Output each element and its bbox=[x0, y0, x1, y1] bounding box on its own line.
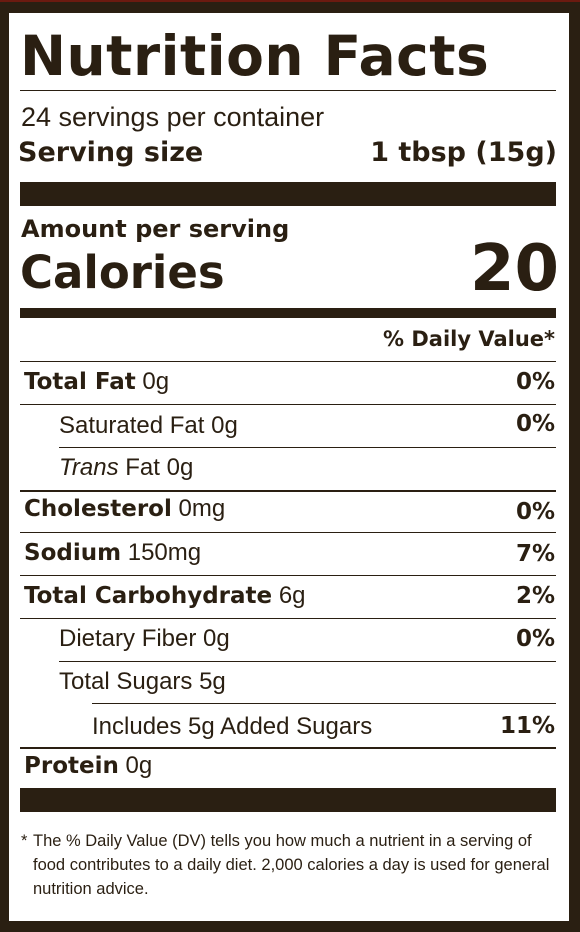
row-divider bbox=[20, 575, 556, 576]
dv-divider bbox=[20, 361, 556, 362]
row-divider bbox=[59, 661, 556, 662]
nutrient-name: Total Carbohydrate bbox=[24, 583, 273, 609]
daily-value-header: % Daily Value* bbox=[383, 327, 555, 351]
row-divider bbox=[20, 490, 556, 492]
nutrient-total-fat: Total Fat 0g bbox=[24, 367, 169, 397]
dv-dietary-fiber: 0% bbox=[515, 626, 555, 652]
protein-bar bbox=[20, 788, 556, 812]
nutrient-name: Sodium bbox=[24, 540, 122, 566]
nutrient-name: Total Fat bbox=[24, 369, 136, 395]
calories-value: 20 bbox=[469, 232, 559, 306]
nutrient-amount: 0g bbox=[166, 454, 194, 481]
serving-bar bbox=[20, 182, 556, 206]
label-title: Nutrition Facts bbox=[20, 24, 490, 88]
nutrient-protein: Protein 0g bbox=[24, 751, 152, 781]
nutrient-name: Saturated Fat bbox=[59, 412, 205, 439]
nutrient-name: Dietary Fiber bbox=[59, 625, 197, 652]
title-divider bbox=[20, 90, 556, 91]
calories-bar bbox=[20, 308, 556, 318]
nutrient-added-sugars: Includes 5g Added Sugars bbox=[92, 712, 372, 742]
dv-added-sugars: 11% bbox=[499, 713, 555, 739]
nutrient-amount: 5g bbox=[199, 668, 226, 695]
nutrient-name: Total Sugars bbox=[59, 668, 193, 695]
calories-label: Calories bbox=[20, 246, 225, 299]
dv-total-carbohydrate: 2% bbox=[515, 583, 555, 609]
row-divider bbox=[59, 447, 556, 448]
nutrient-sodium: Sodium 150mg bbox=[24, 538, 201, 568]
nutrient-total-carbohydrate: Total Carbohydrate 6g bbox=[24, 581, 306, 611]
nutrient-trans-fat: Trans Fat 0g bbox=[59, 453, 193, 483]
dv-saturated-fat: 0% bbox=[515, 411, 555, 437]
nutrient-saturated-fat: Saturated Fat 0g bbox=[59, 411, 238, 441]
nutrient-cholesterol: Cholesterol 0mg bbox=[24, 494, 225, 524]
servings-per-container: 24 servings per container bbox=[21, 102, 325, 132]
row-divider bbox=[20, 747, 556, 749]
nutrient-amount: 0g bbox=[125, 752, 153, 779]
nutrient-name: Includes 5g Added Sugars bbox=[92, 713, 373, 740]
nutrient-name: Trans bbox=[59, 454, 119, 481]
row-divider bbox=[20, 532, 556, 533]
nutrient-amount: 150mg bbox=[127, 539, 202, 566]
nutrient-name: Protein bbox=[24, 753, 119, 779]
footnote-text: The % Daily Value (DV) tells you how muc… bbox=[33, 832, 550, 898]
nutrient-name: Cholesterol bbox=[24, 496, 172, 522]
serving-size-value: 1 tbsp (15g) bbox=[370, 137, 557, 168]
nutrient-amount: 0g bbox=[142, 368, 170, 395]
serving-size-label: Serving size bbox=[18, 137, 204, 168]
dv-cholesterol: 0% bbox=[515, 499, 555, 525]
dv-total-fat: 0% bbox=[515, 369, 555, 395]
nutrient-amount: 0g bbox=[203, 625, 230, 652]
footnote: * The % Daily Value (DV) tells you how m… bbox=[21, 829, 561, 901]
amount-per-serving: Amount per serving bbox=[21, 215, 290, 243]
nutrient-amount: 0g bbox=[211, 412, 238, 439]
nutrient-total-sugars: Total Sugars 5g bbox=[59, 667, 226, 697]
nutrient-dietary-fiber: Dietary Fiber 0g bbox=[59, 624, 230, 654]
nutrient-amount: 6g bbox=[278, 582, 306, 609]
footnote-star: * bbox=[21, 832, 28, 850]
nutrient-amount: 0mg bbox=[178, 495, 226, 522]
row-divider bbox=[92, 703, 556, 704]
row-divider bbox=[20, 618, 556, 619]
nutrient-name-rest: Fat bbox=[125, 454, 160, 481]
nutrition-facts-panel: Nutrition Facts 24 servings per containe… bbox=[9, 13, 569, 921]
row-divider bbox=[20, 404, 556, 405]
dv-sodium: 7% bbox=[515, 541, 555, 567]
